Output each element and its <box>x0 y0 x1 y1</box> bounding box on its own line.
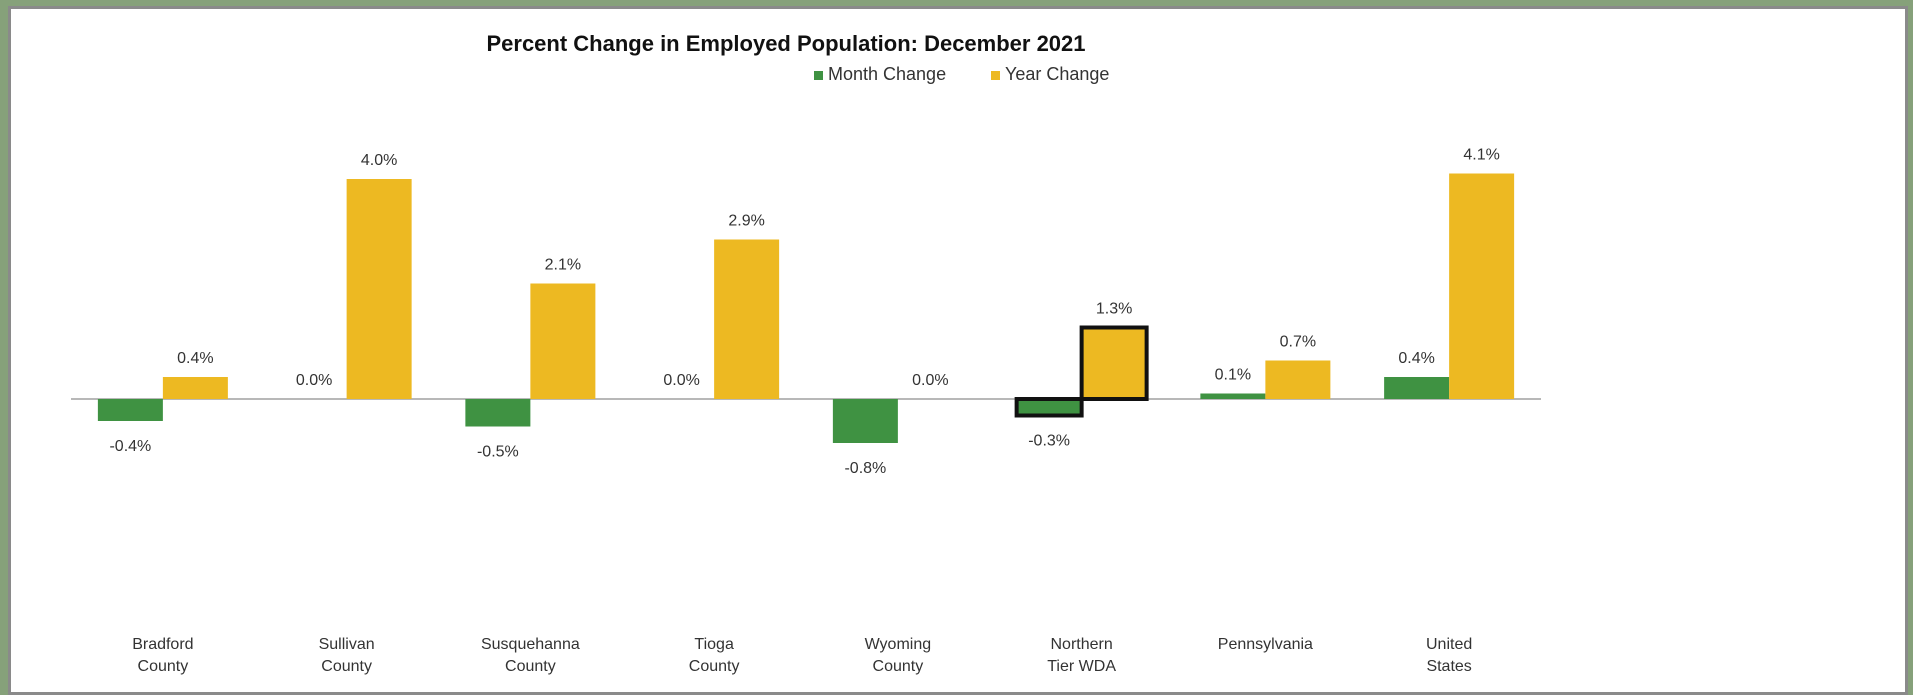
chart-title: Percent Change in Employed Population: D… <box>486 31 1085 56</box>
data-label-year-change-7: 4.1% <box>1463 147 1499 164</box>
data-label-year-change-6: 0.7% <box>1280 334 1316 351</box>
data-label-month-change-1: 0.0% <box>296 372 332 389</box>
category-label-line: United <box>1426 636 1472 653</box>
bar-month-change-5 <box>1014 397 1084 418</box>
bar-year-change-6 <box>1265 360 1331 399</box>
category-label-line: County <box>689 658 740 675</box>
legend-swatch-year-change <box>991 71 1000 80</box>
bar-year-change-3 <box>714 239 780 399</box>
bar-year-change-5 <box>1079 325 1149 401</box>
legend-label-month-change: Month Change <box>828 64 946 84</box>
bar-group <box>97 173 1515 443</box>
data-label-month-change-3: 0.0% <box>663 372 699 389</box>
bar-year-change-2 <box>530 283 596 399</box>
data-label-month-change-5: -0.3% <box>1028 433 1070 450</box>
category-label-line: States <box>1426 658 1471 675</box>
category-label-line: Tioga <box>694 636 734 653</box>
category-label-group: Bradford County Sullivan County Susquehanna C… <box>132 636 1472 675</box>
category-label-line: County <box>873 658 924 675</box>
category-label-line: Pennsylvania <box>1218 636 1313 653</box>
category-label-line: County <box>138 658 189 675</box>
bar-year-change-0 <box>162 377 228 399</box>
category-label-5: Northern Tier WDA <box>1047 636 1116 675</box>
bar-month-change-6 <box>1200 393 1266 399</box>
data-label-month-change-4: -0.8% <box>844 460 886 477</box>
category-label-line: Wyoming <box>865 636 932 653</box>
category-label-line: Sullivan <box>319 636 375 653</box>
data-label-month-change-6: 0.1% <box>1215 367 1251 384</box>
data-label-year-change-2: 2.1% <box>545 257 581 274</box>
category-label-3: Tioga County <box>689 636 740 675</box>
data-label-month-change-0: -0.4% <box>109 438 151 455</box>
data-label-year-change-3: 2.9% <box>728 213 764 230</box>
category-label-line: Northern <box>1051 636 1113 653</box>
category-label-line: Bradford <box>132 636 193 653</box>
category-label-line: Tier WDA <box>1047 658 1116 675</box>
data-label-year-change-5: 1.3% <box>1096 301 1132 318</box>
chart-legend: Month Change Year Change <box>814 64 1109 84</box>
bar-year-change-1 <box>346 179 412 399</box>
bar-month-change-4 <box>832 399 898 443</box>
data-label-group: -0.4% 0.4% 0.0% 4.0% -0.5% 2.1% 0.0% 2.9% -0.8% 0… <box>109 147 1499 478</box>
category-label-6: Pennsylvania <box>1218 636 1313 653</box>
category-label-line: County <box>321 658 372 675</box>
chart-frame: Percent Change in Employed Population: D… <box>8 6 1908 695</box>
category-label-line: Susquehanna <box>481 636 580 653</box>
data-label-year-change-0: 0.4% <box>177 350 213 367</box>
category-label-line: County <box>505 658 556 675</box>
category-label-1: Sullivan County <box>319 636 375 675</box>
bar-month-change-7 <box>1384 377 1450 399</box>
chart: Percent Change in Employed Population: D… <box>71 31 1541 675</box>
data-label-year-change-1: 4.0% <box>361 152 397 169</box>
category-label-7: United States <box>1426 636 1472 675</box>
category-label-0: Bradford County <box>132 636 193 675</box>
data-label-month-change-7: 0.4% <box>1398 350 1434 367</box>
bar-year-change-7 <box>1449 173 1515 399</box>
category-label-4: Wyoming County <box>865 636 932 675</box>
data-label-month-change-2: -0.5% <box>477 444 519 461</box>
bar-month-change-0 <box>97 399 163 421</box>
bar-month-change-2 <box>465 399 531 427</box>
category-label-2: Susquehanna County <box>481 636 580 675</box>
legend-swatch-month-change <box>814 71 823 80</box>
data-label-year-change-4: 0.0% <box>912 372 948 389</box>
legend-label-year-change: Year Change <box>1005 64 1109 84</box>
